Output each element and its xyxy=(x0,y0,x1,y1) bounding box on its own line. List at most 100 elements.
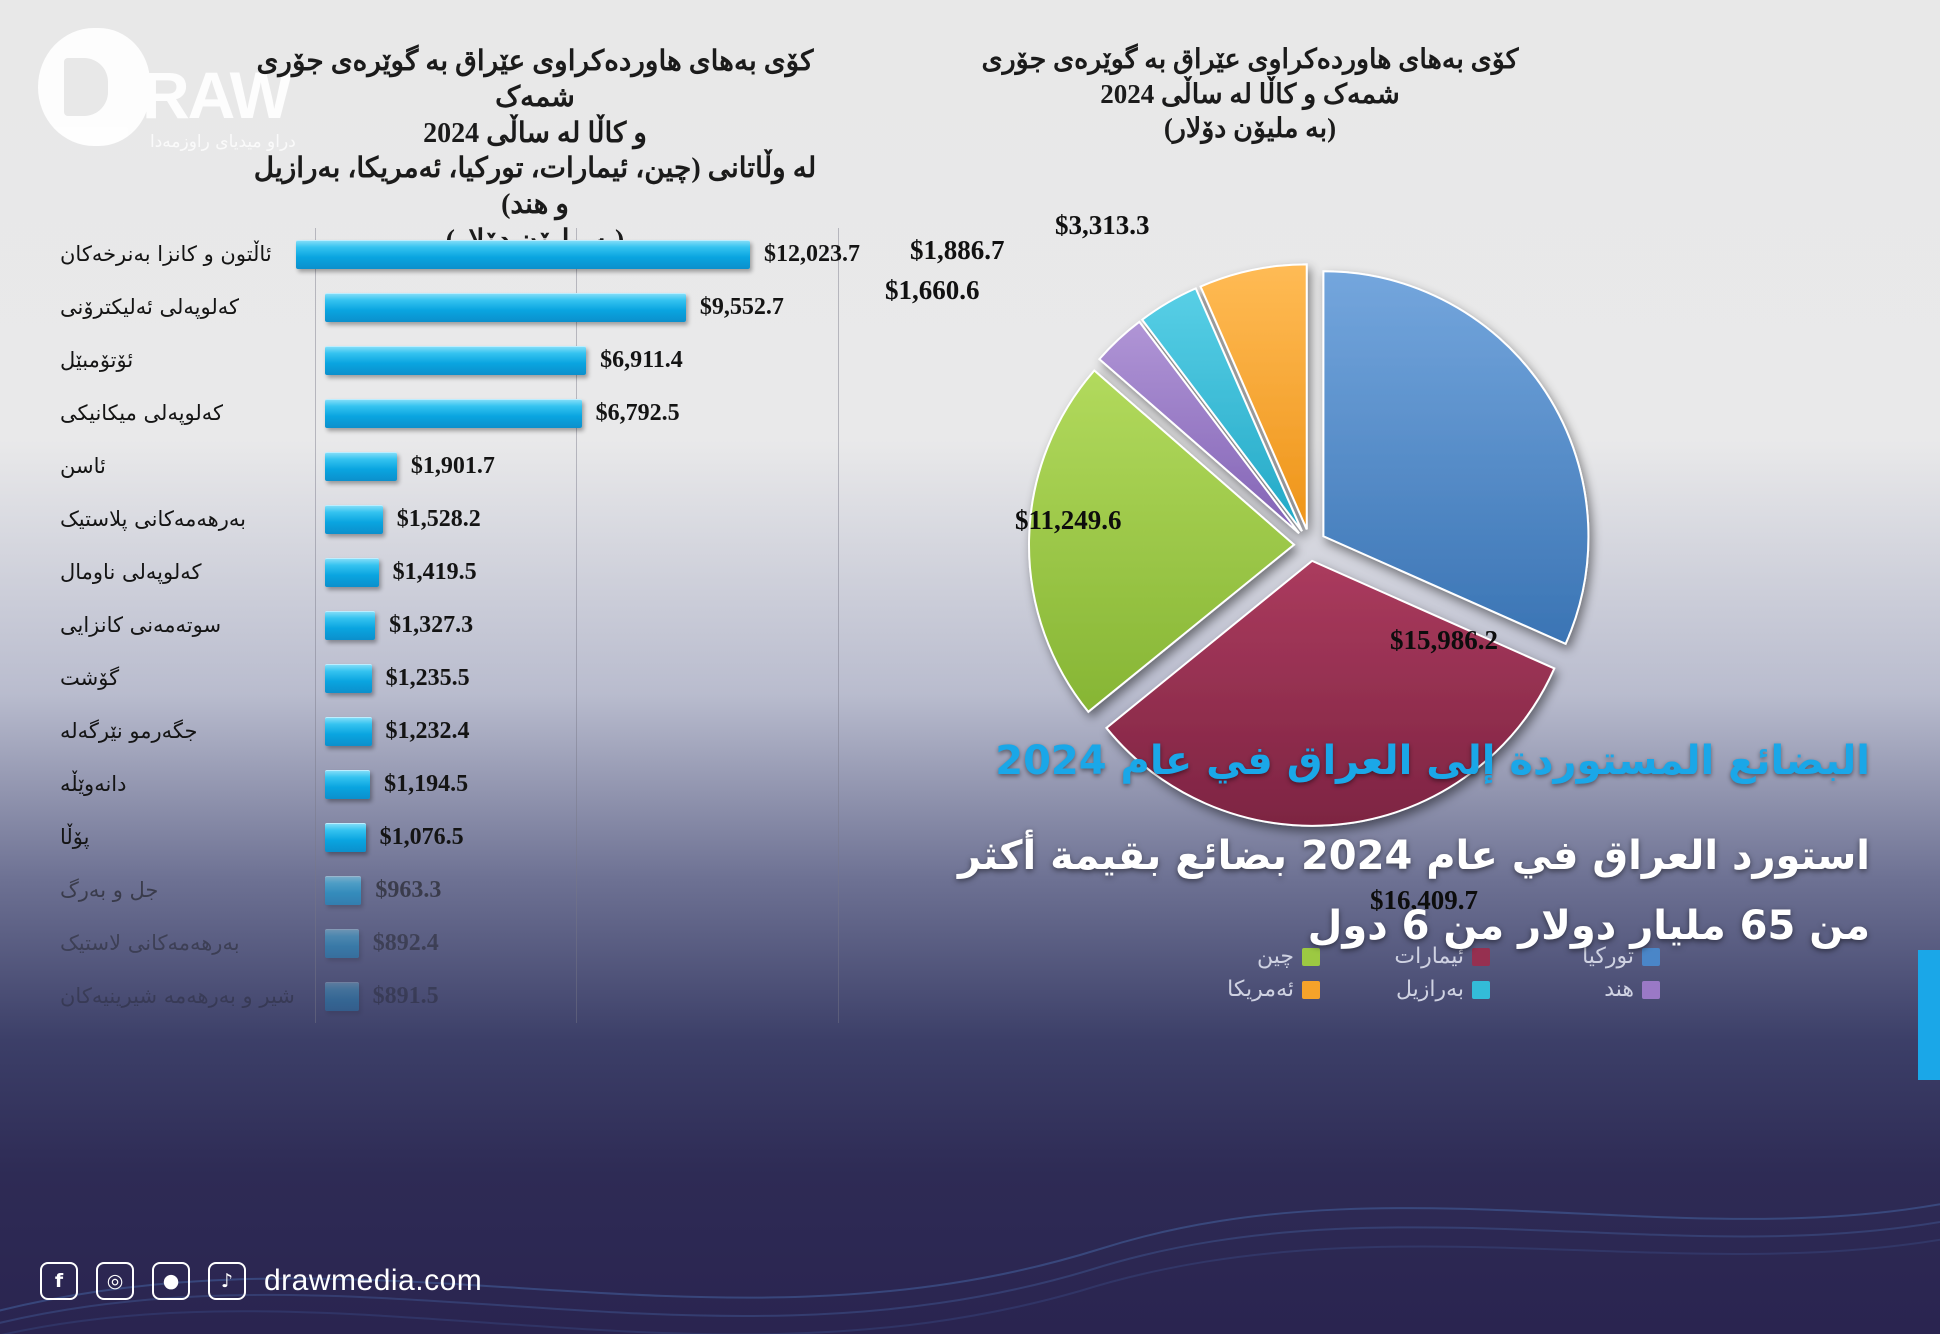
legend-label: ئەمریکا xyxy=(1227,977,1294,1002)
footer-bar: f ◎ ● ♪ drawmedia.com xyxy=(40,1262,482,1300)
bar-track: $1,232.4 xyxy=(325,705,860,757)
bar-value-label: $1,901.7 xyxy=(410,452,495,479)
legend-item: چین xyxy=(1150,944,1320,969)
bar xyxy=(325,504,383,534)
bar-category-label: جل و بەرگ xyxy=(60,878,159,902)
bar-value-label: $9,552.7 xyxy=(699,293,784,320)
legend-item: هند xyxy=(1490,977,1660,1002)
pie-slice xyxy=(1322,270,1590,646)
bar xyxy=(325,928,359,958)
overlay-body: استورد العراق في عام 2024 بضائع بقيمة أك… xyxy=(958,833,1870,949)
bar-axis-line xyxy=(315,228,316,1023)
bar xyxy=(325,663,372,693)
legend-swatch xyxy=(1642,980,1660,999)
bar-row: کەلوپەلی ئەلیکترۆنی $9,552.7 xyxy=(60,281,860,333)
bar-row: کەلوپەلی میکانیکی $6,792.5 xyxy=(60,387,860,439)
bar-row: بەرهەمەکانی لاستیک $892.4 xyxy=(60,917,860,969)
legend-item: ئیمارات xyxy=(1320,944,1490,969)
bar-track: $1,076.5 xyxy=(325,811,860,863)
drawmedia-logo: RAW دراو میدیای راوزمەدا xyxy=(38,28,368,152)
bar-row: کەلوپەلی ناومال $1,419.5 xyxy=(60,546,860,598)
bar-row: شیر و بەرهەمە شیرینیەکان $891.5 xyxy=(60,970,860,1022)
bar xyxy=(325,345,587,375)
bar-value-label: $1,194.5 xyxy=(384,770,469,797)
legend-swatch xyxy=(1302,947,1320,966)
pie-value-label: $1,660.6 xyxy=(885,275,980,305)
bar-track: $891.5 xyxy=(325,970,860,1022)
bar-category-label: سوتەمەنی کانزایی xyxy=(60,613,222,637)
instagram-icon[interactable]: ◎ xyxy=(96,1262,134,1300)
bar xyxy=(325,557,379,587)
bar-category-label: کەلوپەلی ناومال xyxy=(60,560,202,584)
bar-track: $1,901.7 xyxy=(325,440,860,492)
pie-legend: تورکیا ئیمارات چین هند بەرازیل ئەمریکا xyxy=(1140,940,1660,1006)
bar-track: $1,327.3 xyxy=(325,599,860,651)
bar-gridline xyxy=(838,228,839,1023)
website-url: drawmedia.com xyxy=(264,1264,483,1297)
tiktok-icon[interactable]: ♪ xyxy=(208,1262,246,1300)
legend-item: تورکیا xyxy=(1490,944,1660,969)
bar-track: $12,023.7 xyxy=(295,228,860,280)
bar-category-label: ئۆتۆمبێل xyxy=(60,348,134,372)
bar-row: گۆشت $1,235.5 xyxy=(60,652,860,704)
bar xyxy=(325,716,372,746)
legend-label: هند xyxy=(1604,977,1634,1002)
bar-chart: ئاڵتون و کانزا بەنرخەکان $12,023.7 کەلوپەل… xyxy=(60,228,860,1028)
bar-category-label: کەلوپەلی ئەلیکترۆنی xyxy=(60,295,240,319)
legend-swatch xyxy=(1472,947,1490,966)
pie-slice xyxy=(1097,320,1300,535)
logo-disc-icon xyxy=(38,28,150,146)
pie-value-label: $3,313.3 xyxy=(1055,210,1150,240)
legend-swatch xyxy=(1472,980,1490,999)
pie-chart: $15,986.2 $16,409.7 $11,249.6 $1,660.6 $1,88… xyxy=(885,195,1920,1002)
bar-row: دانەوێڵە $1,194.5 xyxy=(60,758,860,810)
bar xyxy=(325,769,371,799)
bar-value-label: $1,232.4 xyxy=(385,717,470,744)
bar-category-label: ئاسن xyxy=(60,454,106,478)
bar xyxy=(295,239,750,269)
legend-label: ئیمارات xyxy=(1394,944,1464,969)
bar-gridline xyxy=(576,228,577,1023)
pie-value-label: $11,249.6 xyxy=(1015,505,1122,535)
bar-value-label: $6,911.4 xyxy=(600,346,683,373)
bar-value-label: $1,076.5 xyxy=(379,823,464,850)
arabic-overlay: البضائع المستوردة إلى العراق في عام 2024… xyxy=(670,735,1870,961)
bar xyxy=(325,451,397,481)
bar-category-label: پۆڵا xyxy=(60,825,90,849)
bar-category-label: بەرهەمەکانی پلاستیک xyxy=(60,507,246,531)
bar-track: $6,911.4 xyxy=(325,334,860,386)
logo-wordmark: RAW xyxy=(142,58,292,132)
bar-value-label: $1,235.5 xyxy=(385,664,470,691)
pie-slice xyxy=(1105,559,1556,827)
legend-swatch xyxy=(1642,947,1660,966)
bar-value-label: $6,792.5 xyxy=(595,399,680,426)
bar xyxy=(325,981,359,1011)
bar-track: $892.4 xyxy=(325,917,860,969)
bar-track: $1,419.5 xyxy=(325,546,860,598)
accent-tab xyxy=(1918,950,1940,1080)
overlay-headline: البضائع المستوردة إلى العراق في عام 2024 xyxy=(995,738,1870,784)
bar-row: ئاڵتون و کانزا بەنرخەکان $12,023.7 xyxy=(60,228,860,280)
logo-subtitle: دراو میدیای راوزمەدا xyxy=(150,132,296,152)
bar-track: $1,235.5 xyxy=(325,652,860,704)
bar-value-label: $12,023.7 xyxy=(764,240,860,267)
left-chart-title: کۆی بەهای هاوردەکراوی عێراق بە گوێرەی جۆ… xyxy=(253,46,817,256)
bar-row: ئاسن $1,901.7 xyxy=(60,440,860,492)
bar-value-label: $1,327.3 xyxy=(389,611,474,638)
legend-label: چین xyxy=(1257,944,1294,969)
bar-value-label: $963.3 xyxy=(375,876,442,903)
bar-category-label: گۆشت xyxy=(60,666,120,690)
twitter-icon[interactable]: ● xyxy=(152,1262,190,1300)
bar-category-label: دانەوێڵە xyxy=(60,772,127,796)
pie-slice xyxy=(1028,369,1296,714)
bar-value-label: $892.4 xyxy=(372,929,439,956)
bar xyxy=(325,610,376,640)
facebook-icon[interactable]: f xyxy=(40,1262,78,1300)
bar-category-label: جگەرمو نێرگەلە xyxy=(60,719,198,743)
bar xyxy=(325,875,362,905)
legend-swatch xyxy=(1302,980,1320,999)
bar-category-label: ئاڵتون و کانزا بەنرخەکان xyxy=(60,242,272,266)
bar-value-label: $891.5 xyxy=(372,982,439,1009)
pie-value-label: $15,986.2 xyxy=(1390,625,1498,655)
bar-category-label: شیر و بەرهەمە شیرینیەکان xyxy=(60,984,295,1008)
